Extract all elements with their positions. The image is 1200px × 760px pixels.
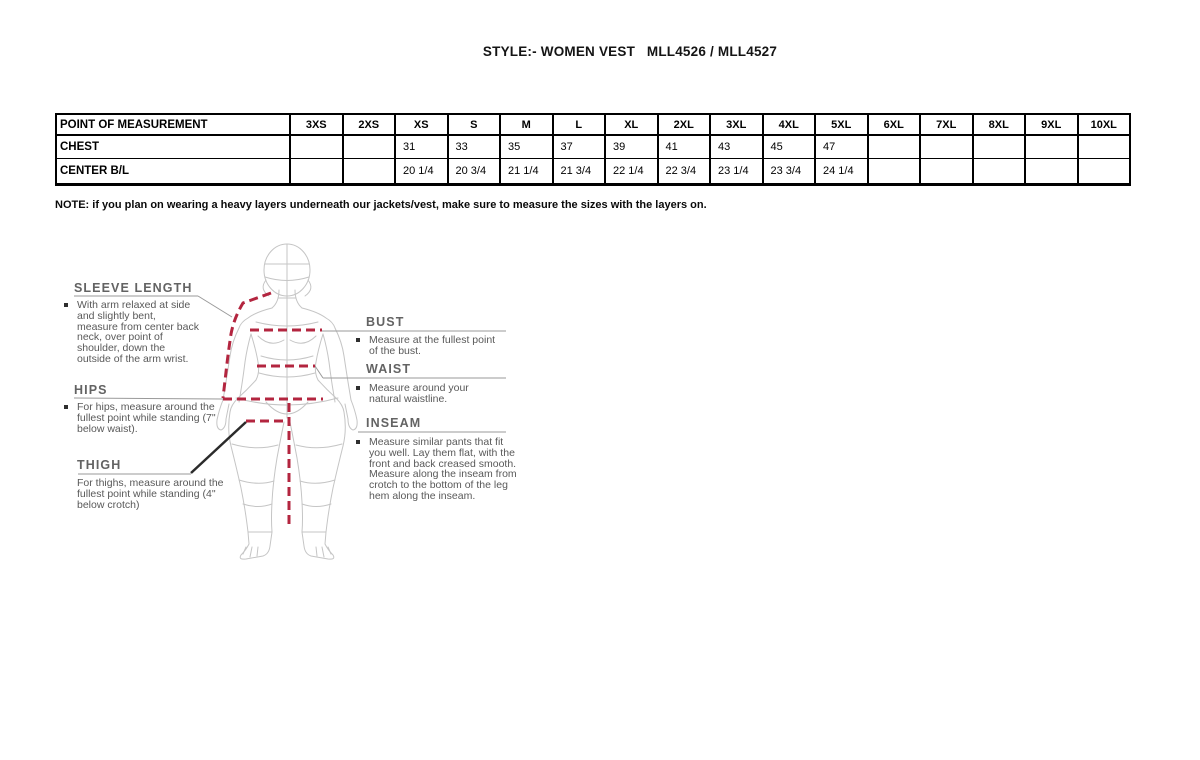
size-value-cell bbox=[971, 134, 1026, 159]
measurement-row-label: CENTER B/L bbox=[55, 158, 291, 185]
size-value-cell: 21 3/4 bbox=[551, 158, 606, 185]
size-value-cell: 21 1/4 bbox=[499, 158, 554, 185]
size-value-cell: 45 bbox=[761, 134, 816, 159]
size-value-cell: 23 1/4 bbox=[709, 158, 764, 185]
size-value-cell: 33 bbox=[446, 134, 501, 159]
measurement-row-label: CHEST bbox=[55, 134, 291, 159]
bullet-square-icon bbox=[356, 386, 360, 390]
size-value-cell: 39 bbox=[604, 134, 659, 159]
sleeve-length-heading: SLEEVE LENGTH bbox=[74, 281, 193, 295]
hips-description: For hips, measure around the fullest poi… bbox=[64, 401, 217, 435]
column-header-size: 5XL bbox=[814, 113, 869, 136]
table-row-chest: CHEST 31 33 35 37 39 41 43 45 47 bbox=[55, 134, 1131, 159]
size-value-cell: 31 bbox=[394, 134, 449, 159]
page-title: STYLE:- WOMEN VEST MLL4526 / MLL4527 bbox=[482, 44, 778, 59]
size-value-cell: 20 1/4 bbox=[394, 158, 449, 185]
column-header-size: 7XL bbox=[919, 113, 974, 136]
size-value-cell: 35 bbox=[499, 134, 554, 159]
waist-pointer bbox=[314, 365, 324, 379]
size-value-cell bbox=[919, 134, 974, 159]
waist-description: Measure around your natural waistline. bbox=[356, 382, 499, 405]
size-value-cell: 23 3/4 bbox=[761, 158, 816, 185]
size-value-cell: 41 bbox=[656, 134, 711, 159]
size-value-cell bbox=[866, 158, 921, 185]
note-text: NOTE: if you plan on wearing a heavy lay… bbox=[55, 199, 707, 211]
column-header-size: M bbox=[499, 113, 554, 136]
hips-description-text: For hips, measure around the fullest poi… bbox=[77, 401, 216, 435]
measure-lines bbox=[221, 291, 323, 527]
thigh-pointer-line bbox=[190, 421, 247, 474]
size-value-cell: 47 bbox=[814, 134, 869, 159]
hips-leader-line bbox=[73, 397, 224, 400]
size-value-cell bbox=[919, 158, 974, 185]
bullet-square-icon bbox=[64, 303, 68, 307]
column-header-size: S bbox=[446, 113, 501, 136]
thigh-description-text: For thighs, measure around the fullest p… bbox=[77, 477, 224, 511]
column-header-size: 2XS bbox=[341, 113, 396, 136]
column-header-size: 8XL bbox=[971, 113, 1026, 136]
column-header-size: XS bbox=[394, 113, 449, 136]
size-value-cell bbox=[971, 158, 1026, 185]
thigh-description: For thighs, measure around the fullest p… bbox=[77, 478, 235, 510]
size-value-cell: 24 1/4 bbox=[814, 158, 869, 185]
column-header-size: 4XL bbox=[761, 113, 816, 136]
bullet-square-icon bbox=[356, 440, 360, 444]
table-row-center-bl: CENTER B/L 20 1/4 20 3/4 21 1/4 21 3/4 2… bbox=[55, 158, 1131, 185]
column-header-size: 3XL bbox=[709, 113, 764, 136]
column-header-size: 2XL bbox=[656, 113, 711, 136]
size-value-cell bbox=[341, 158, 396, 185]
sleeve-length-description-text: With arm relaxed at side and slightly be… bbox=[77, 299, 199, 365]
inseam-description-text: Measure similar pants that fit you well.… bbox=[369, 436, 517, 502]
column-header-size: 10XL bbox=[1076, 113, 1131, 136]
leader-lines bbox=[73, 295, 506, 475]
size-value-cell bbox=[866, 134, 921, 159]
bullet-square-icon bbox=[64, 405, 68, 409]
size-value-cell bbox=[289, 134, 344, 159]
table-header-row: POINT OF MEASUREMENT 3XS 2XS XS S M L XL… bbox=[55, 113, 1131, 136]
column-header-size: XL bbox=[604, 113, 659, 136]
size-value-cell: 22 1/4 bbox=[604, 158, 659, 185]
bust-description-text: Measure at the fullest point of the bust… bbox=[369, 334, 496, 357]
column-header-size: 3XS bbox=[289, 113, 344, 136]
column-header-size: 6XL bbox=[866, 113, 921, 136]
size-value-cell: 20 3/4 bbox=[446, 158, 501, 185]
column-header-size: L bbox=[551, 113, 606, 136]
figure-wireframe bbox=[216, 243, 358, 560]
hips-heading: HIPS bbox=[74, 383, 108, 397]
body-measurement-figure bbox=[73, 243, 506, 560]
size-value-cell bbox=[1076, 158, 1131, 185]
waist-heading: WAIST bbox=[366, 362, 412, 376]
column-header-size: 9XL bbox=[1024, 113, 1079, 136]
bust-description: Measure at the fullest point of the bust… bbox=[356, 334, 501, 357]
size-value-cell bbox=[341, 134, 396, 159]
size-value-cell: 43 bbox=[709, 134, 764, 159]
sleeve-length-description: With arm relaxed at side and slightly be… bbox=[64, 299, 199, 365]
waist-description-text: Measure around your natural waistline. bbox=[369, 382, 469, 405]
size-value-cell: 37 bbox=[551, 134, 606, 159]
size-value-cell bbox=[1024, 158, 1079, 185]
size-chart-table: POINT OF MEASUREMENT 3XS 2XS XS S M L XL… bbox=[55, 113, 1131, 186]
size-value-cell bbox=[1076, 134, 1131, 159]
thigh-heading: THIGH bbox=[77, 458, 122, 472]
inseam-description: Measure similar pants that fit you well.… bbox=[356, 436, 521, 502]
bullet-square-icon bbox=[356, 338, 360, 342]
column-header-point-of-measurement: POINT OF MEASUREMENT bbox=[55, 113, 291, 136]
inseam-heading: INSEAM bbox=[366, 416, 422, 430]
sleeve-length-pointer bbox=[197, 295, 233, 318]
size-value-cell bbox=[289, 158, 344, 185]
bust-heading: BUST bbox=[366, 315, 405, 329]
size-value-cell: 22 3/4 bbox=[656, 158, 711, 185]
sleeve-measure-line bbox=[221, 291, 272, 399]
size-value-cell bbox=[1024, 134, 1079, 159]
